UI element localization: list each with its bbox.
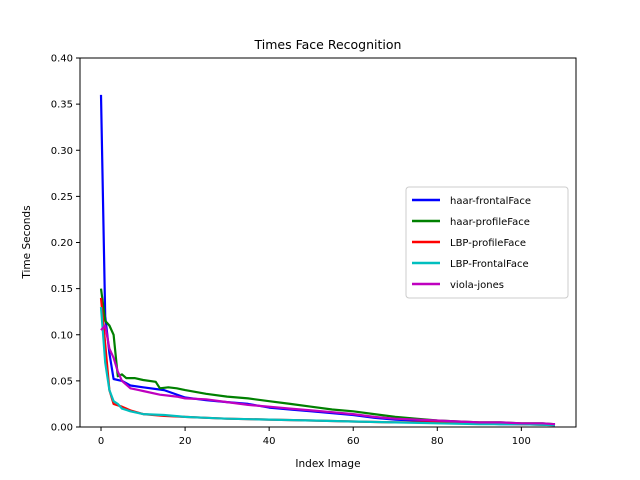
y-axis-label: Time Seconds — [21, 205, 33, 279]
chart-title: Times Face Recognition — [254, 37, 402, 52]
series-line-viola-jones — [100, 324, 556, 426]
x-tick-label: 80 — [431, 436, 444, 447]
legend-label: LBP-FrontalFace — [450, 259, 529, 270]
x-tick-label: 100 — [512, 436, 531, 447]
series-line-lbp-frontalface — [99, 307, 556, 427]
x-axis-label: Index Image — [295, 458, 360, 470]
legend-label: viola-jones — [450, 280, 504, 291]
y-tick-label: 0.00 — [51, 423, 73, 434]
y-tick-label: 0.05 — [51, 376, 73, 387]
x-tick-label: 0 — [98, 436, 104, 447]
x-tick-label: 60 — [347, 436, 360, 447]
plot-area — [79, 57, 577, 428]
x-tick-label: 20 — [179, 436, 192, 447]
legend-label: haar-profileFace — [450, 217, 530, 228]
y-tick-label: 0.35 — [51, 100, 73, 111]
x-axis: 0 20 40 60 80 100 — [98, 427, 531, 447]
legend-label: haar-frontalFace — [450, 196, 531, 207]
y-tick-label: 0.20 — [51, 238, 73, 249]
x-tick-label: 40 — [263, 436, 276, 447]
y-axis: 0.00 0.05 0.10 0.15 0.20 0.25 0.30 0.35 0.40 — [51, 54, 80, 434]
y-tick-label: 0.40 — [51, 54, 73, 65]
legend: haar-frontalFace haar-profileFace LBP-prof… — [405, 186, 569, 299]
legend-label: LBP-profileFace — [450, 238, 526, 249]
legend-box — [405, 186, 569, 299]
y-tick-label: 0.15 — [51, 284, 73, 295]
y-tick-label: 0.25 — [51, 192, 73, 203]
y-tick-label: 0.30 — [51, 146, 73, 157]
y-tick-label: 0.10 — [51, 330, 73, 341]
